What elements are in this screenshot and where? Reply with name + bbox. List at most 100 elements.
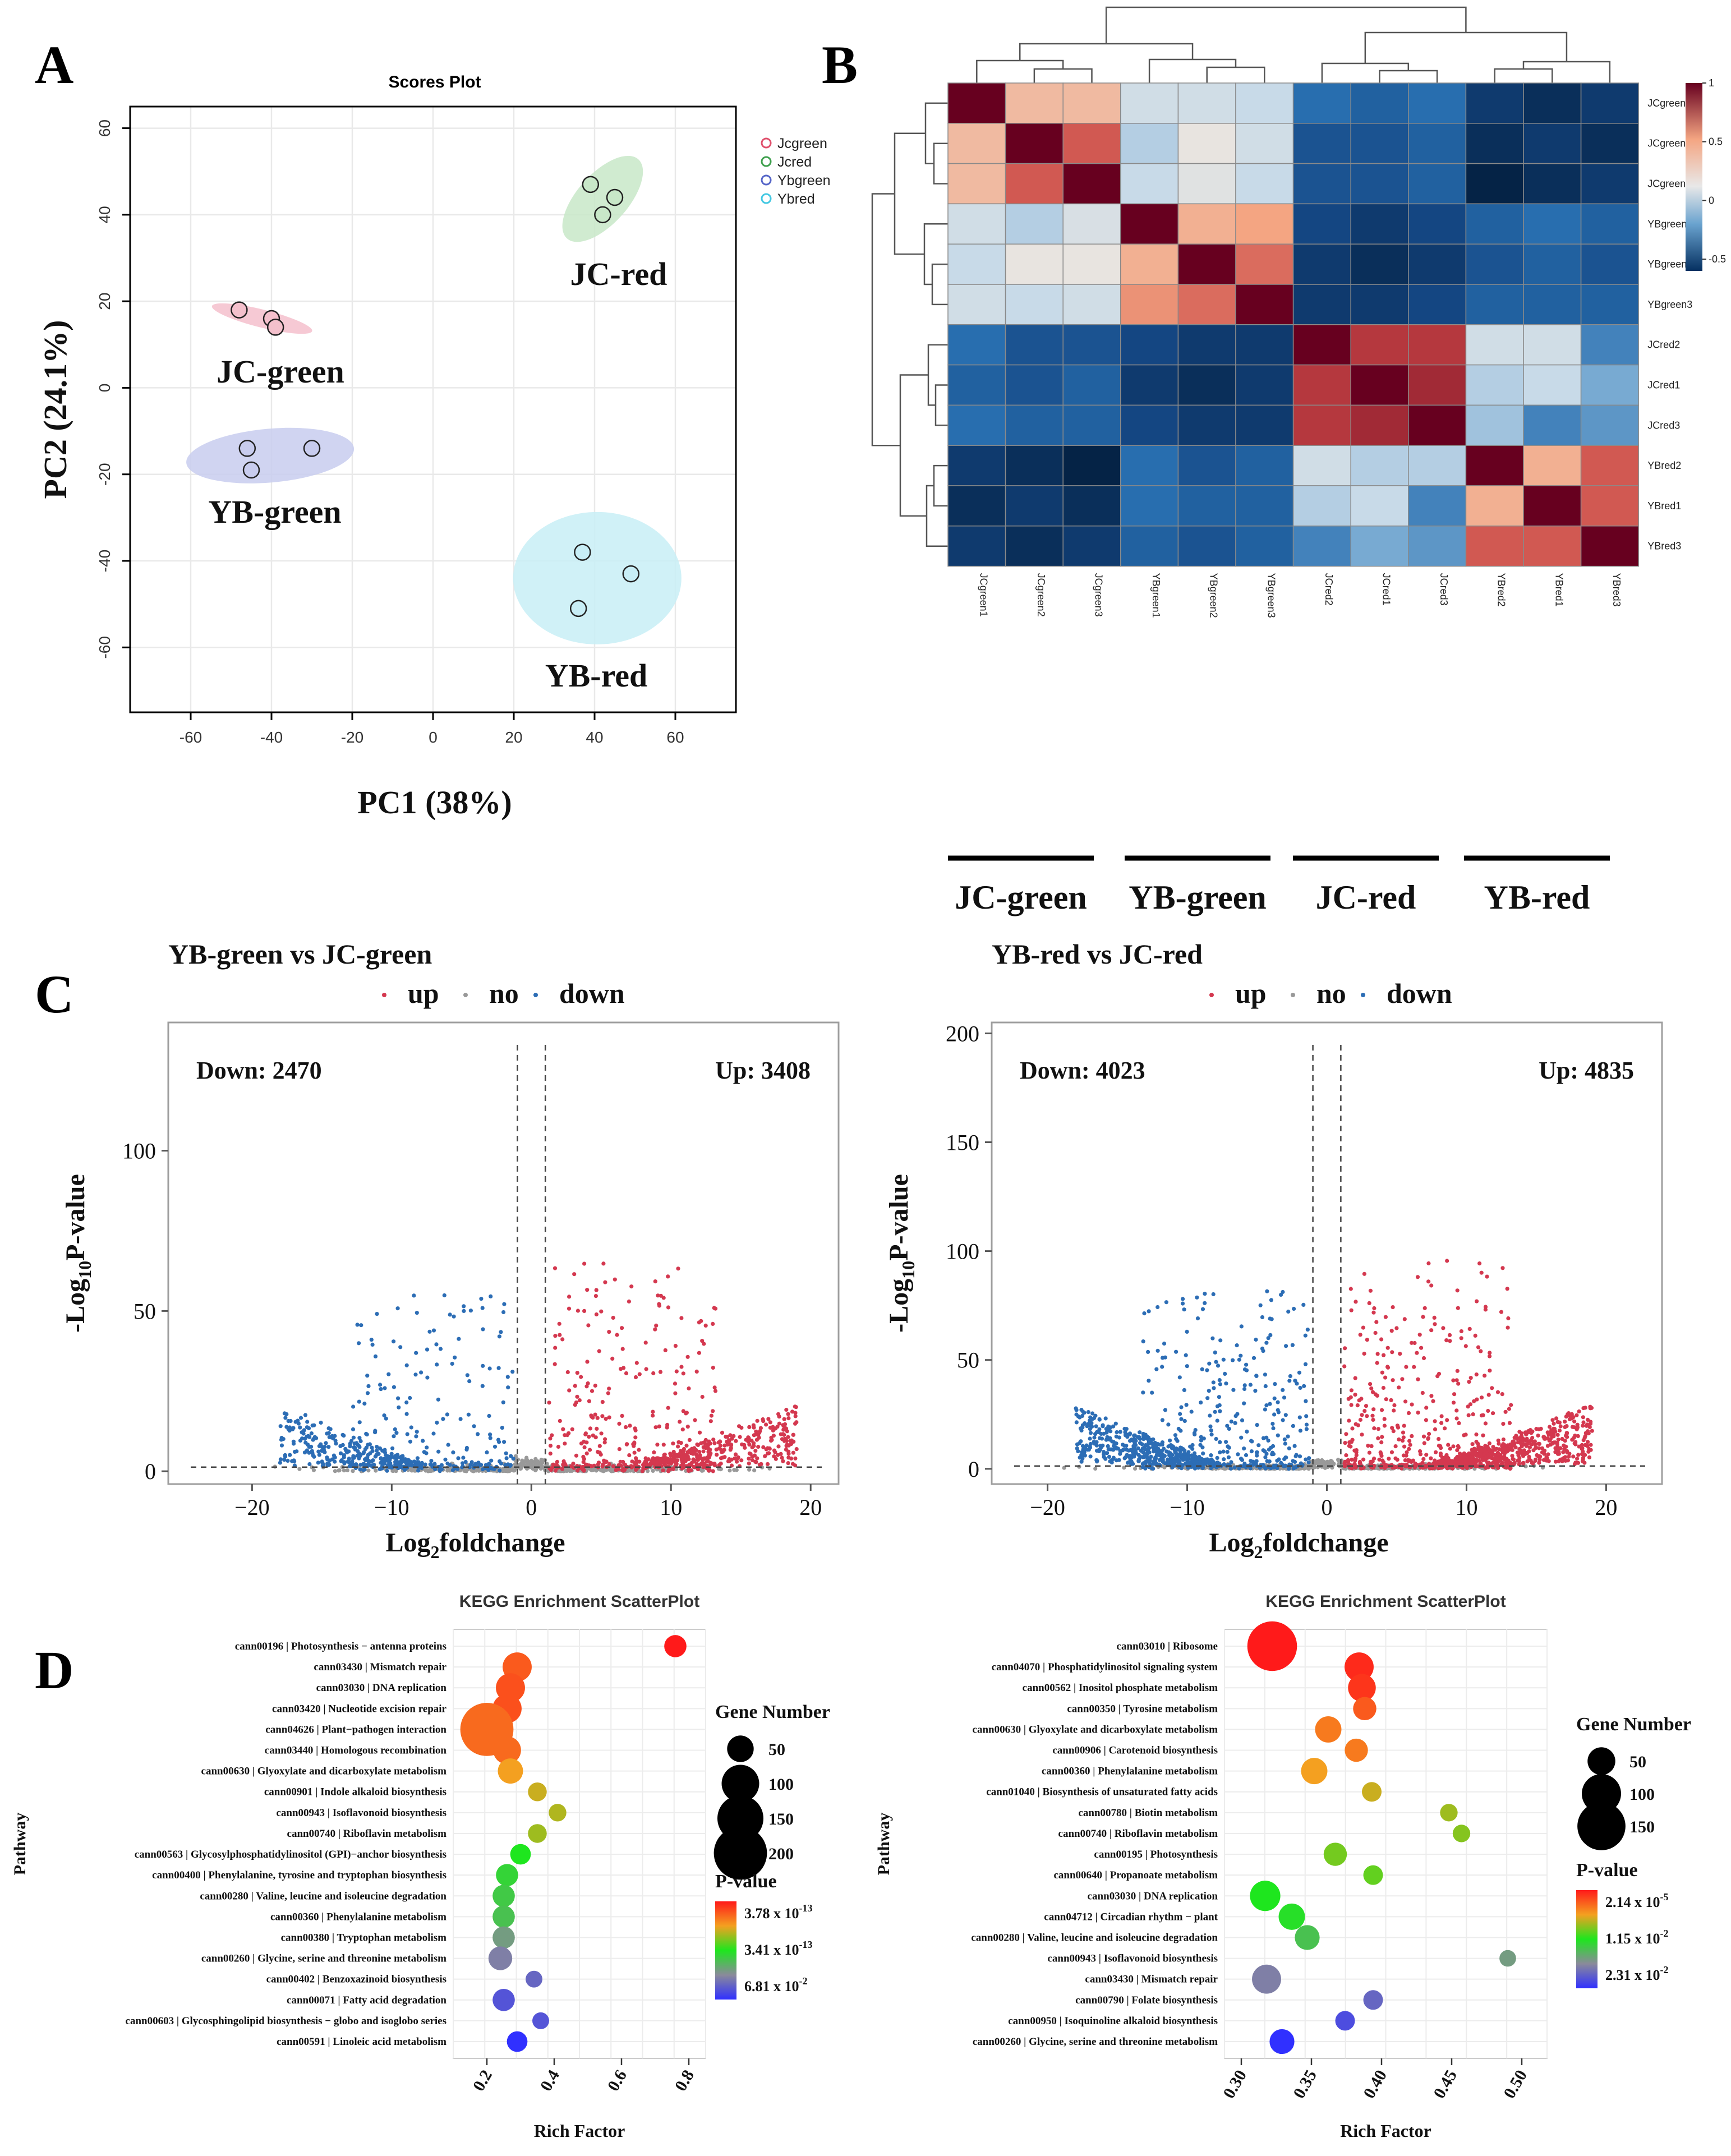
heatmap-group-labels: JC-green YB-green JC-red YB-red [948,855,1610,916]
kegg-pathway-label: cann00563 | Glycosylphosphatidylinositol… [135,1849,446,1860]
volcano-point-down [1090,1417,1095,1421]
volcano-point-up [1392,1408,1396,1413]
volcano-point-up [1379,1454,1384,1458]
kegg-point [528,1824,547,1843]
volcano-point-down [1122,1426,1127,1431]
volcano-legend-label: no [489,978,519,1009]
volcano-point-up [617,1463,621,1467]
heatmap-col-label: YBred1 [1553,573,1564,607]
heatmap-cell [1235,123,1294,164]
volcano-legend-dot [1209,993,1214,997]
volcano-point-down [1145,1459,1150,1464]
volcano-point-down [392,1385,397,1389]
volcano-point-down [472,1424,476,1429]
volcano-point-down [1212,1386,1216,1390]
volcano-point-up [1354,1300,1358,1304]
heatmap-col-label: JCred2 [1323,573,1334,606]
volcano-point-down [1137,1457,1141,1462]
pca-point-jcred [582,176,600,194]
volcano-point-down [373,1429,377,1433]
volcano-point-up [576,1309,580,1313]
volcano-point-up [774,1457,778,1461]
heatmap-cell [1580,163,1639,205]
volcano-point-down [1181,1297,1185,1301]
volcano-point-up [1405,1450,1409,1454]
volcano-point-down [1211,1292,1216,1297]
heatmap-cell [1292,243,1351,285]
volcano-point-up [1426,1436,1430,1441]
volcano-point-up [693,1465,697,1469]
volcano-point-up [585,1360,590,1364]
kegg-pvalue-legend-bar [1576,1890,1598,1988]
volcano-point-down [1189,1409,1194,1414]
volcano-point-up [1410,1340,1414,1345]
volcano-point-down [488,1436,492,1440]
volcano-point-up [1397,1437,1401,1441]
volcano-point-down [288,1418,293,1423]
volcano-point-up [734,1459,739,1464]
volcano-point-up [1438,1453,1443,1458]
volcano-point-up [1437,1437,1441,1441]
kegg-point [532,2012,549,2029]
volcano-point-down [1198,1460,1203,1464]
volcano-point-up [761,1417,765,1422]
volcano-point-up [1575,1457,1580,1461]
volcano-point-up [620,1413,624,1418]
volcano-point-up [676,1440,681,1444]
volcano-point-up [1377,1457,1382,1462]
heatmap-cell [1005,485,1064,527]
volcano-point-up [1391,1429,1396,1434]
volcano-point-up [1346,1397,1351,1401]
volcano-point-down [342,1455,346,1459]
volcano-legend-dot [382,993,386,997]
volcano-point-down [1160,1365,1164,1369]
volcano-point-down [436,1397,441,1402]
volcano-point-up [1421,1315,1425,1319]
volcano-point-down [291,1426,296,1430]
volcano-point-down [328,1427,333,1431]
volcano-point-up [1367,1450,1371,1455]
volcano-point-up [757,1430,762,1435]
volcano-point-up [1429,1456,1433,1461]
heatmap-cell [1005,163,1064,205]
volcano-point-down [340,1432,345,1437]
volcano-point-up [1439,1414,1444,1418]
pca-x-tick-label: -60 [179,729,202,746]
volcano-point-down [342,1461,347,1466]
volcano-point-down [1125,1448,1129,1452]
volcano-point-up [791,1439,796,1444]
volcano-point-up [1444,1457,1449,1462]
pca-ellipse-ybred [513,512,682,644]
volcano-point-up [1422,1441,1426,1445]
volcano-point-up [582,1445,587,1450]
volcano-point-down [1169,1459,1173,1464]
heatmap-cell [1523,526,1582,567]
volcano-y-axis-label: -Log10P-value [61,1174,95,1333]
volcano-point-up [651,1456,655,1461]
kegg-pvalue-legend-label: 3.78 x 10-13 [744,1902,813,1922]
volcano-point-down [343,1446,348,1451]
volcano-point-up [577,1398,582,1403]
volcano-point-up [548,1436,553,1441]
heatmap-cell [1062,123,1121,164]
volcano-point-up [788,1439,793,1443]
volcano-point-up [561,1427,565,1431]
volcano-point-up [1456,1381,1461,1386]
heatmap-row-dendrogram [871,102,948,547]
volcano-frame [167,1021,840,1485]
volcano-point-up [761,1445,766,1449]
volcano-point-up [1504,1461,1509,1466]
heatmap-cell [1523,163,1582,205]
heatmap-cell [1177,404,1236,446]
volcano-point-down [333,1434,337,1438]
volcano-point-up [632,1450,637,1455]
volcano-point-down [1074,1406,1078,1411]
heatmap-cell [1235,364,1294,406]
kegg-pathway-label: cann00400 | Phenylalanine, tyrosine and … [152,1869,446,1881]
volcano-point-up [1368,1459,1373,1464]
volcano-point-up [776,1444,781,1449]
dendrogram-branch [1033,68,1093,83]
volcano-point-up [1580,1446,1585,1450]
volcano-point-down [323,1445,327,1449]
